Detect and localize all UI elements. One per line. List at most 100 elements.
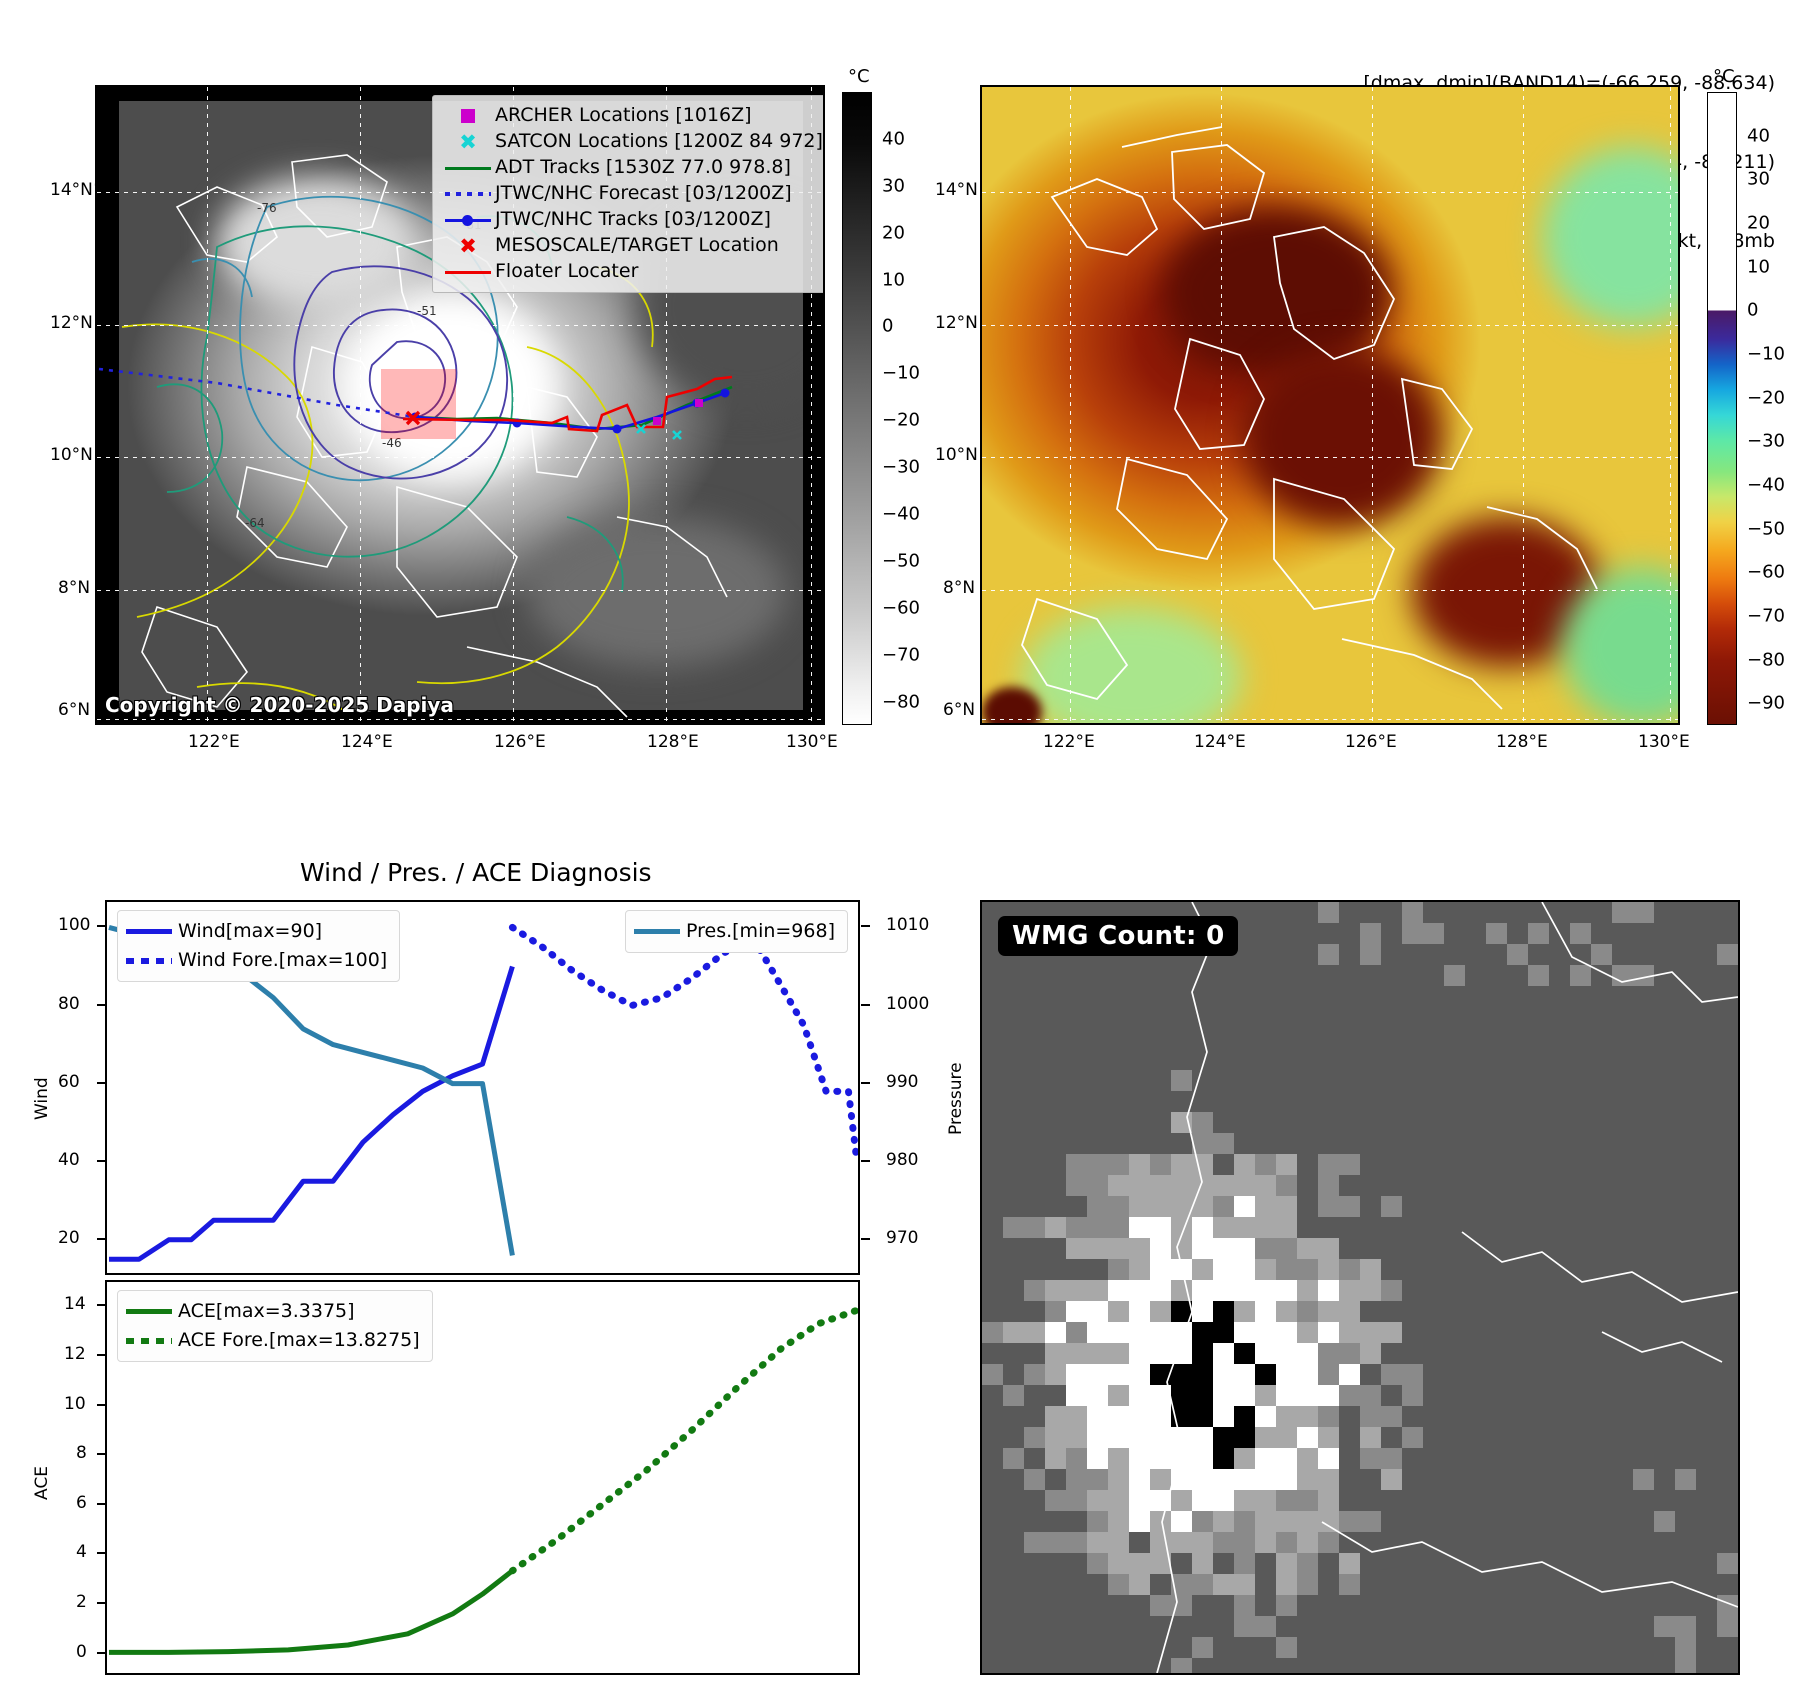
ir-target-map[interactable]: -76 -81 -51 -46 -64 -51: [95, 85, 825, 725]
wmg-cell: [1633, 1427, 1654, 1448]
wmg-cell: [1276, 1070, 1297, 1091]
wmg-cell: [1444, 1217, 1465, 1238]
wmg-cell: [1381, 1490, 1402, 1511]
wmg-cell: [1255, 923, 1276, 944]
wmg-cell: [1633, 1070, 1654, 1091]
wmg-cell: [1675, 1490, 1696, 1511]
pressure-legend[interactable]: Pres.[min=968]: [625, 910, 848, 953]
wmg-cell: [1570, 1427, 1591, 1448]
storm-track-overlay[interactable]: [97, 87, 825, 725]
wmg-cell: [1675, 1301, 1696, 1322]
wmg-cell: [1591, 1448, 1612, 1469]
wmg-cell: [1129, 1343, 1150, 1364]
wmg-cell: [1654, 1448, 1675, 1469]
legend-item[interactable]: Wind[max=90]: [126, 917, 387, 946]
legend-item[interactable]: Pres.[min=968]: [634, 917, 835, 946]
wmg-cell: [1045, 1070, 1066, 1091]
wmg-cell: [1507, 1133, 1528, 1154]
ace-plot[interactable]: ACE[max=3.3375] ACE Fore.[max=13.8275]: [105, 1280, 860, 1675]
wmg-cell: [1549, 1217, 1570, 1238]
wmg-cell: [1486, 1532, 1507, 1553]
legend-item[interactable]: ✖ SATCON Locations [1200Z 84 972]: [441, 129, 823, 155]
wmg-cell: [1654, 1196, 1675, 1217]
wmg-cell: [1675, 986, 1696, 1007]
wmg-cell: [1360, 1658, 1381, 1673]
wmg-cell: [1360, 1595, 1381, 1616]
legend-item[interactable]: ACE Fore.[max=13.8275]: [126, 1326, 420, 1355]
ir-map-legend[interactable]: ARCHER Locations [1016Z] ✖ SATCON Locati…: [432, 95, 823, 293]
wmg-cell: [1276, 1616, 1297, 1637]
wmg-cell: [1486, 965, 1507, 986]
wmg-cell: [1675, 902, 1696, 923]
wmg-cell: [1612, 902, 1633, 923]
wmg-cell: [1171, 1448, 1192, 1469]
awv-target-map[interactable]: [980, 85, 1680, 725]
wind-pressure-plot[interactable]: Wind[max=90] Wind Fore.[max=100] Pres.[m…: [105, 900, 860, 1275]
legend-item[interactable]: ARCHER Locations [1016Z]: [441, 103, 823, 129]
wmg-cell: [1507, 1175, 1528, 1196]
wmg-cell: [1213, 1007, 1234, 1028]
wmg-cell: [1381, 1133, 1402, 1154]
wmg-cell: [1612, 1364, 1633, 1385]
wmg-cell: [1381, 1217, 1402, 1238]
wmg-cell: [1402, 1133, 1423, 1154]
wmg-map-panel[interactable]: WMG Count: 0: [980, 900, 1740, 1675]
wmg-cell: [1402, 1028, 1423, 1049]
wmg-cell: [1066, 1091, 1087, 1112]
wmg-cell: [1339, 1091, 1360, 1112]
series-ACE[max=3.3375]: [109, 1568, 514, 1655]
wmg-cell: [1339, 1238, 1360, 1259]
legend-item[interactable]: ✖ MESOSCALE/TARGET Location: [441, 233, 823, 259]
wmg-cell: [1381, 1343, 1402, 1364]
wmg-cell: [1486, 1028, 1507, 1049]
wmg-cell: [1192, 1322, 1213, 1343]
wind-legend[interactable]: Wind[max=90] Wind Fore.[max=100]: [117, 910, 401, 982]
wmg-cell: [1528, 1553, 1549, 1574]
wmg-cell: [1024, 965, 1045, 986]
wmg-cell: [1318, 923, 1339, 944]
wmg-cell: [1297, 944, 1318, 965]
legend-item[interactable]: ACE[max=3.3375]: [126, 1297, 420, 1326]
wmg-cell: [1108, 1364, 1129, 1385]
wmg-cell: [1423, 1154, 1444, 1175]
legend-item[interactable]: JTWC/NHC Tracks [03/1200Z]: [441, 207, 823, 233]
wmg-cell: [1171, 1343, 1192, 1364]
wmg-cell: [1486, 1133, 1507, 1154]
wmg-cell: [1360, 1091, 1381, 1112]
ace-legend[interactable]: ACE[max=3.3375] ACE Fore.[max=13.8275]: [117, 1290, 433, 1362]
wmg-cell: [1234, 1364, 1255, 1385]
wmg-cell: [1381, 1322, 1402, 1343]
wmg-cell: [1108, 1532, 1129, 1553]
wmg-cell: [1150, 1553, 1171, 1574]
wmg-cell: [1381, 1280, 1402, 1301]
wmg-cell: [1255, 1448, 1276, 1469]
legend-item[interactable]: JTWC/NHC Forecast [03/1200Z]: [441, 181, 823, 207]
wmg-cell: [1150, 1469, 1171, 1490]
ir-lon-tick: 124°E: [341, 732, 393, 752]
wmg-cell: [1360, 1259, 1381, 1280]
wmg-cell: [1066, 1490, 1087, 1511]
wmg-cell: [1339, 1049, 1360, 1070]
wmg-cell: [1003, 1490, 1024, 1511]
wmg-cell: [1318, 1196, 1339, 1217]
wmg-cell: [1717, 1448, 1738, 1469]
wmg-cell: [1108, 1574, 1129, 1595]
wmg-cell: [1444, 1175, 1465, 1196]
wmg-cell: [1507, 1658, 1528, 1673]
wmg-cell: [1675, 1385, 1696, 1406]
wmg-cell: [1696, 1175, 1717, 1196]
wmg-cell: [1213, 1658, 1234, 1673]
wmg-cell: [1423, 1595, 1444, 1616]
legend-item[interactable]: Floater Locater: [441, 259, 823, 285]
wmg-cell: [982, 923, 1003, 944]
legend-item[interactable]: ADT Tracks [1530Z 77.0 978.8]: [441, 155, 823, 181]
wmg-cell: [1255, 1154, 1276, 1175]
wmg-cell: [1108, 965, 1129, 986]
wmg-cell: [1717, 986, 1738, 1007]
wmg-cell: [1150, 1154, 1171, 1175]
wmg-cell: [1318, 1280, 1339, 1301]
tick-mark: [97, 1003, 106, 1006]
tick-mark: [97, 1453, 106, 1456]
legend-item[interactable]: Wind Fore.[max=100]: [126, 946, 387, 975]
wmg-cell: [1276, 1322, 1297, 1343]
